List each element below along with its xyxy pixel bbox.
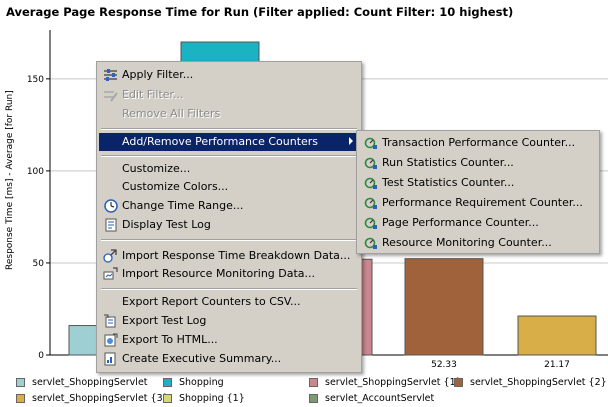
import-breakdown-icon (103, 249, 118, 263)
performance-requirement-counter-item[interactable]: Performance Requirement Counter... (359, 194, 597, 212)
legend-label: Shopping (179, 377, 224, 388)
bar-data-label: 21.17 (544, 360, 570, 370)
resource-monitoring-counter-item[interactable]: Resource Monitoring Counter... (359, 234, 597, 252)
change-time-range-menu-item[interactable]: Change Time Range... (99, 197, 359, 215)
counter-icon (363, 156, 378, 170)
customize-colors-menu-item[interactable]: Customize Colors... (99, 178, 359, 196)
import-breakdown-menu-item[interactable]: Import Response Time Breakdown Data... (99, 247, 359, 265)
y-tick-label: 50 (33, 259, 45, 269)
menu-item-label: Export Report Counters to CSV... (122, 295, 301, 308)
legend-swatch (163, 378, 172, 387)
menu-item-label: Page Performance Counter... (382, 216, 539, 229)
bar-data-label: 52.33 (431, 360, 457, 370)
menu-item-label: Edit Filter... (122, 88, 184, 101)
clock-icon (103, 199, 118, 213)
menu-item-label: Run Statistics Counter... (382, 156, 514, 169)
y-axis-label: Response Time [ms] - Average [for Run] (5, 90, 15, 270)
menu-item-label: Change Time Range... (122, 199, 244, 212)
chart-title: Average Page Response Time for Run (Filt… (6, 5, 514, 19)
export-html-icon (103, 333, 118, 347)
test-statistics-counter-item[interactable]: Test Statistics Counter... (359, 174, 597, 192)
legend-item: Shopping (163, 377, 224, 388)
menu-item-label: Apply Filter... (122, 68, 194, 81)
menu-item-label: Customize... (122, 162, 191, 175)
page-performance-counter-item[interactable]: Page Performance Counter... (359, 214, 597, 232)
display-test-log-menu-item[interactable]: Display Test Log (99, 216, 359, 234)
edit-filter-menu-item[interactable]: Edit Filter... (99, 86, 359, 104)
submenu-arrow-icon (349, 137, 353, 145)
legend-item: servlet_AccountServlet (309, 393, 434, 404)
legend-swatch (309, 378, 318, 387)
legend-label: servlet_ShoppingServlet (32, 377, 148, 388)
apply-filter-menu-item[interactable]: Apply Filter... (99, 66, 359, 84)
menu-item-label: Performance Requirement Counter... (382, 196, 583, 209)
customize-menu-item[interactable]: Customize... (99, 160, 359, 178)
counter-icon (363, 196, 378, 210)
legend-item: servlet_ShoppingServlet {3} (16, 393, 169, 404)
legend-label: Shopping {1} (179, 393, 245, 404)
import-monitoring-menu-item[interactable]: Import Resource Monitoring Data... (99, 265, 359, 283)
bar-4 (404, 258, 484, 356)
menu-separator (101, 128, 357, 130)
menu-separator (101, 288, 357, 290)
legend-swatch (309, 394, 318, 403)
bar-5 (517, 315, 597, 356)
legend-swatch (454, 378, 463, 387)
menu-item-label: Export Test Log (122, 314, 207, 327)
menu-item-label: Test Statistics Counter... (382, 176, 515, 189)
menu-item-label: Display Test Log (122, 218, 211, 231)
export-html-menu-item[interactable]: Export To HTML... (99, 331, 359, 349)
menu-separator (101, 155, 357, 157)
export-test-log-menu-item[interactable]: Export Test Log (99, 312, 359, 330)
counter-icon (363, 236, 378, 250)
legend-item: servlet_ShoppingServlet (16, 377, 148, 388)
legend-label: servlet_ShoppingServlet {3} (32, 393, 169, 404)
export-csv-menu-item[interactable]: Export Report Counters to CSV... (99, 293, 359, 311)
export-log-icon (103, 314, 118, 328)
legend-label: servlet_ShoppingServlet {1} (325, 377, 462, 388)
legend-label: servlet_AccountServlet (325, 393, 435, 404)
legend-swatch (16, 394, 25, 403)
filter-icon (103, 68, 118, 82)
menu-item-label: Export To HTML... (122, 333, 218, 346)
menu-item-label: Import Resource Monitoring Data... (122, 267, 316, 280)
y-tick-label: 0 (38, 351, 44, 361)
summary-icon (103, 352, 118, 366)
transaction-performance-counter-item[interactable]: Transaction Performance Counter... (359, 134, 597, 152)
menu-item-label: Customize Colors... (122, 180, 229, 193)
counter-icon (363, 136, 378, 150)
create-executive-summary-menu-item[interactable]: Create Executive Summary... (99, 350, 359, 368)
test-log-icon (103, 218, 118, 232)
menu-item-label: Resource Monitoring Counter... (382, 236, 552, 249)
legend-item: Shopping {1} (163, 393, 245, 404)
edit-filter-icon (103, 88, 118, 102)
remove-all-filters-menu-item[interactable]: Remove All Filters (99, 105, 359, 123)
y-tick-label: 150 (27, 75, 44, 85)
legend-swatch (163, 394, 172, 403)
add-remove-counters-menu-item[interactable]: Add/Remove Performance Counters (99, 133, 359, 151)
menu-item-label: Remove All Filters (122, 107, 221, 120)
menu-item-label: Transaction Performance Counter... (382, 136, 576, 149)
import-monitoring-icon (103, 267, 118, 281)
legend-item: servlet_ShoppingServlet {1} (309, 377, 462, 388)
legend-item: servlet_ShoppingServlet {2} (454, 377, 607, 388)
menu-item-label: Add/Remove Performance Counters (122, 135, 319, 148)
legend-swatch (16, 378, 25, 387)
context-menu: Apply Filter... Edit Filter... Remove Al… (96, 61, 362, 373)
menu-separator (101, 239, 357, 241)
counter-icon (363, 216, 378, 230)
counters-submenu: Transaction Performance Counter... Run S… (356, 130, 600, 254)
legend-label: servlet_ShoppingServlet {2} (470, 377, 607, 388)
y-tick-label: 100 (27, 167, 44, 177)
menu-item-label: Import Response Time Breakdown Data... (122, 249, 351, 262)
menu-item-label: Create Executive Summary... (122, 352, 282, 365)
run-statistics-counter-item[interactable]: Run Statistics Counter... (359, 154, 597, 172)
counter-icon (363, 176, 378, 190)
